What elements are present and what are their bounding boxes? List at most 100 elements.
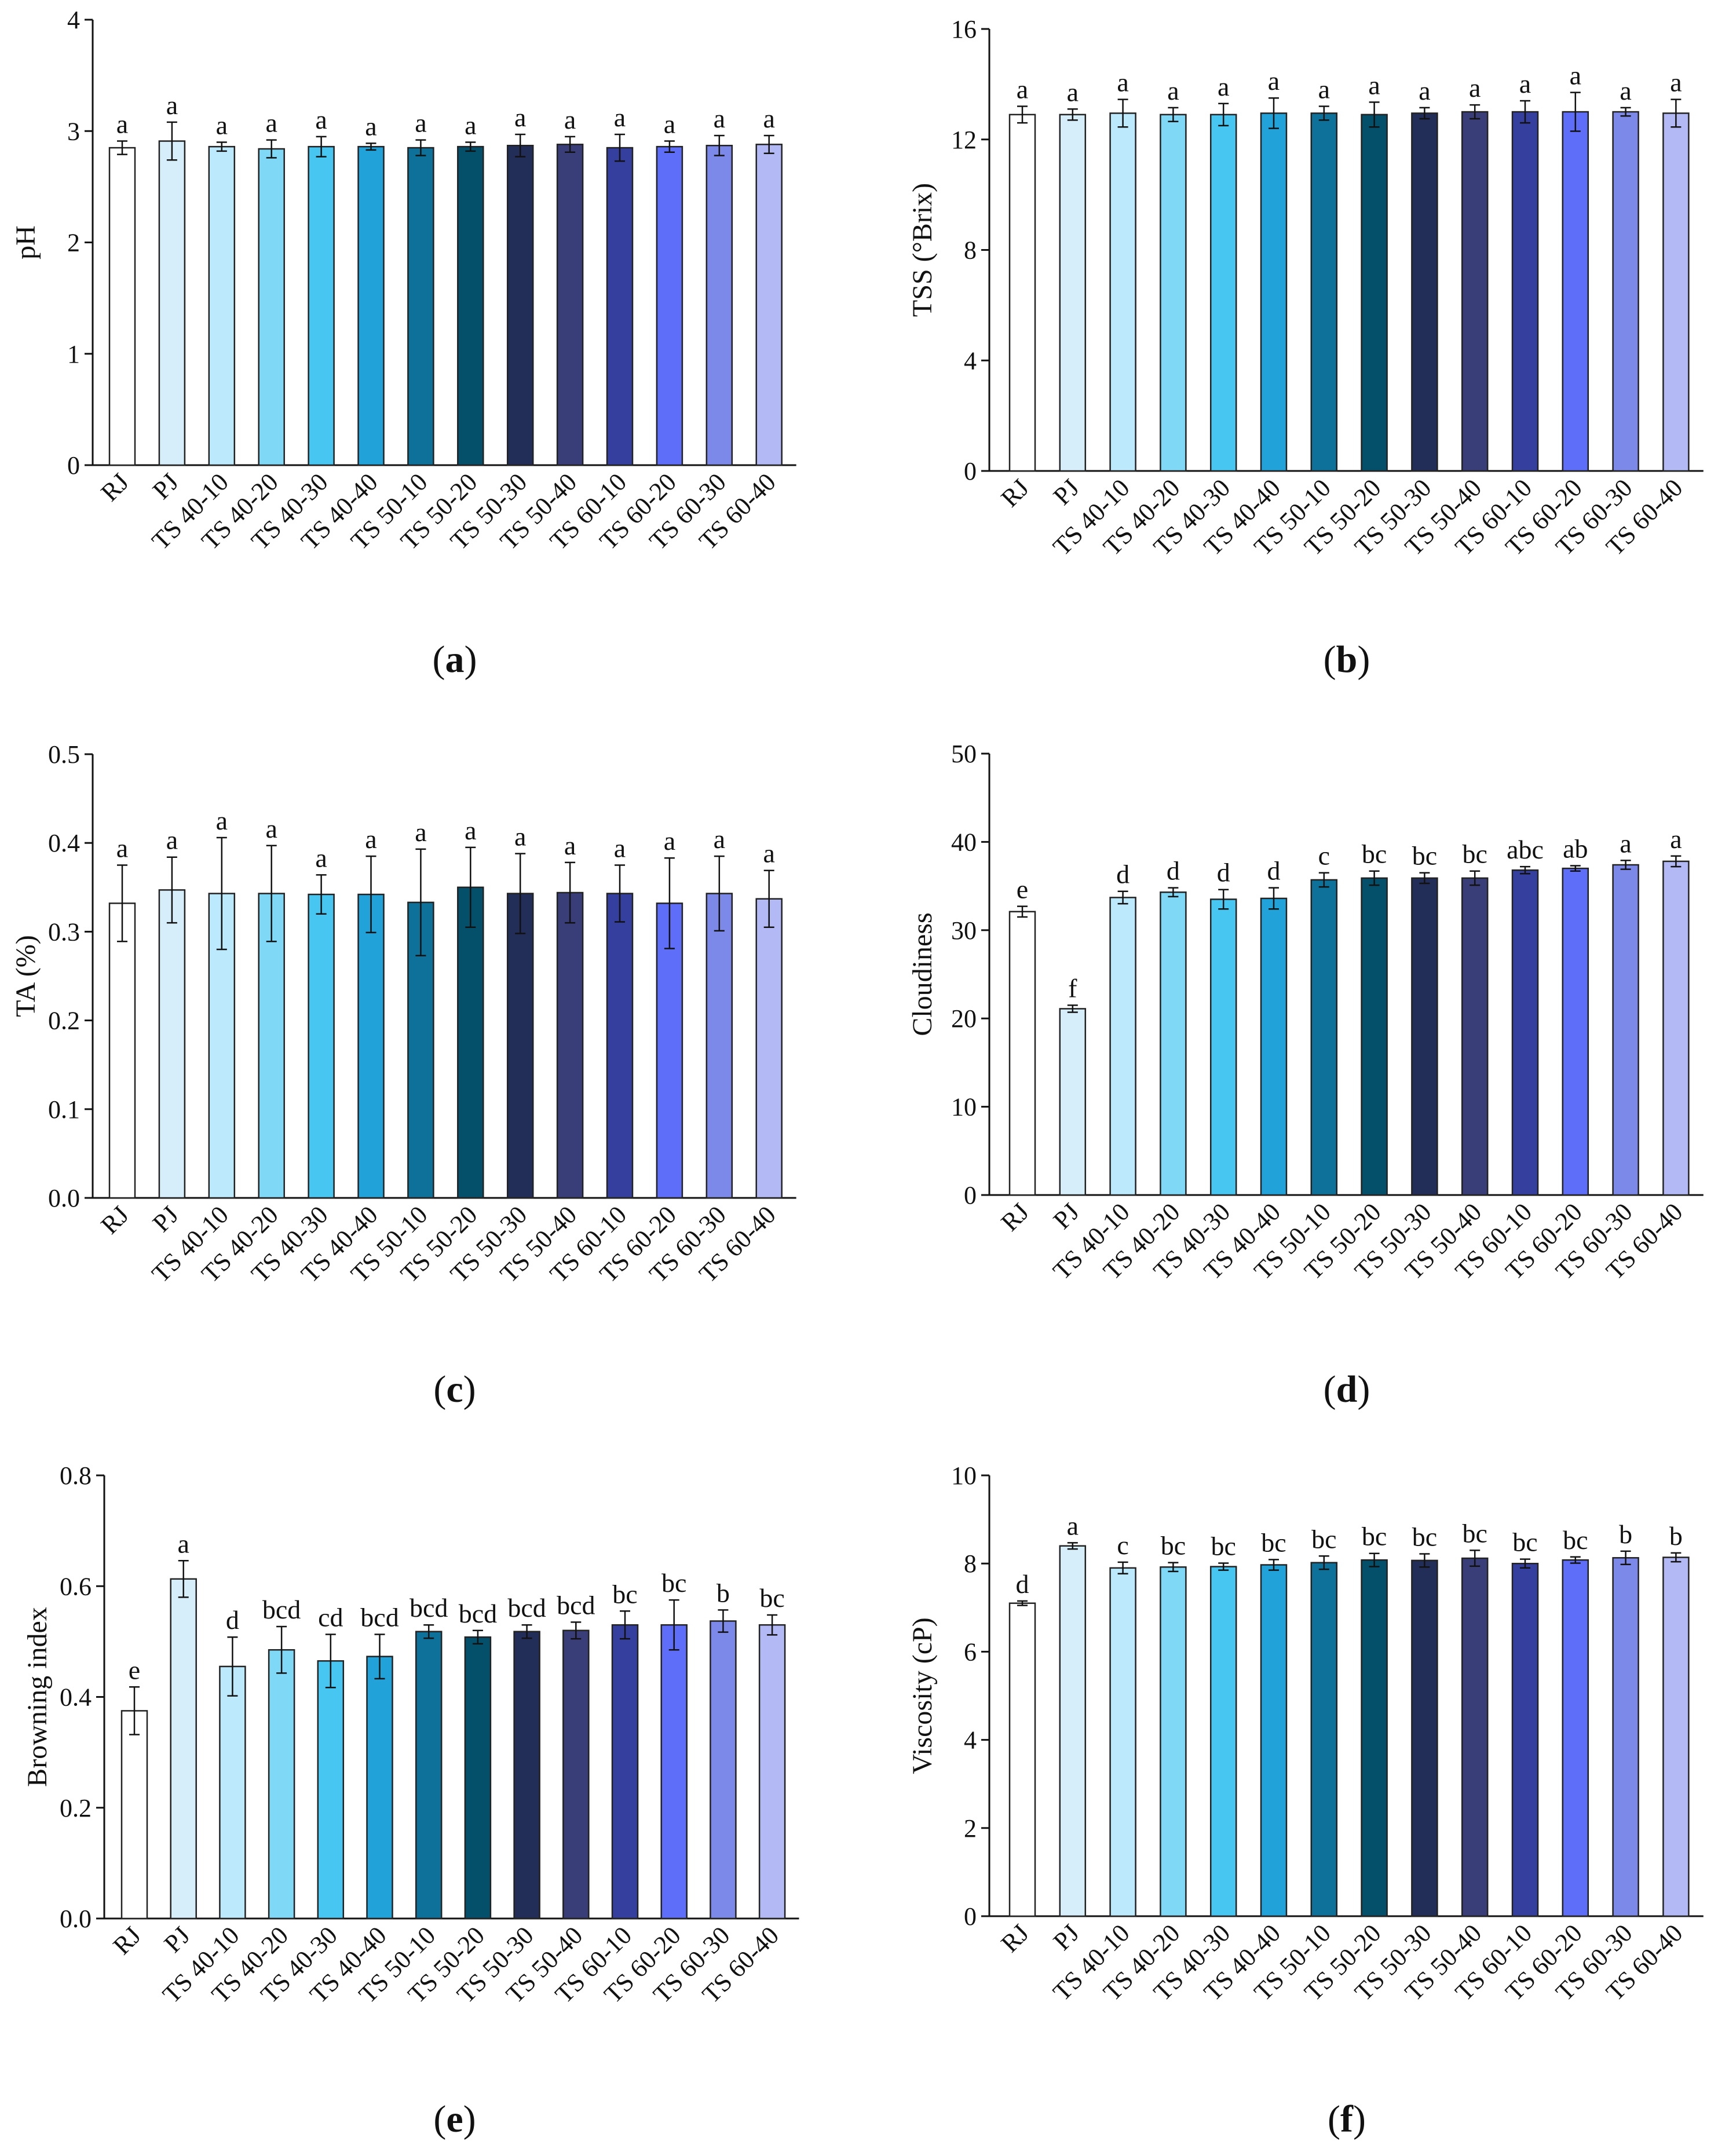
error-bar [423, 1624, 434, 1639]
bar-b-1 [1059, 114, 1087, 472]
error-bar [515, 853, 526, 934]
panel-label: (f) [1328, 2098, 1366, 2140]
bar-e-6 [415, 1631, 443, 1920]
significance-letter: bcd [557, 1590, 595, 1620]
bar-d-0 [1008, 911, 1036, 1196]
bar-e-10 [611, 1624, 639, 1920]
significance-letter: a [166, 825, 178, 855]
bar-f-9 [1461, 1557, 1489, 1917]
error-bar [1470, 870, 1481, 886]
bar-c-2 [208, 893, 236, 1199]
error-bar [664, 857, 675, 949]
bar-d-10 [1511, 869, 1539, 1196]
significance-letter: bcd [459, 1599, 497, 1628]
category-label: PJ [147, 467, 184, 505]
significance-letter: bc [759, 1583, 784, 1613]
significance-letter: a [415, 108, 426, 138]
significance-letter: bc [1412, 1522, 1437, 1551]
bar-e-3 [268, 1649, 295, 1920]
significance-letter: bcd [507, 1593, 546, 1623]
significance-letter: e [1017, 875, 1028, 904]
error-bar [465, 846, 476, 928]
error-bar [316, 874, 327, 915]
bar-f-5 [1260, 1564, 1288, 1917]
y-tick-label: 0.0 [48, 1184, 80, 1212]
significance-letter: a [1167, 76, 1179, 105]
significance-letter: bc [1161, 1531, 1186, 1561]
error-bar [325, 1634, 336, 1689]
bar-e-9 [562, 1629, 590, 1920]
error-bar [1520, 100, 1530, 124]
bar-f-10 [1511, 1562, 1539, 1917]
y-tick-label: 0 [67, 451, 80, 480]
bar-d-8 [1411, 877, 1438, 1196]
error-bar [316, 136, 327, 158]
bar-c-12 [706, 893, 733, 1199]
bar-f-2 [1109, 1567, 1136, 1917]
bar-a-12 [706, 144, 733, 466]
bar-a-4 [308, 145, 335, 466]
error-bar [620, 1610, 630, 1640]
bar-d-11 [1562, 867, 1589, 1196]
error-bar [1369, 101, 1380, 128]
bar-e-8 [513, 1631, 540, 1920]
y-tick-label: 10 [951, 1461, 977, 1490]
significance-letter: d [1116, 860, 1130, 889]
error-bar [1318, 872, 1329, 888]
significance-letter: bc [1412, 841, 1437, 871]
error-bar [1520, 865, 1530, 875]
bar-a-6 [407, 147, 434, 466]
bar-d-3 [1160, 891, 1187, 1196]
bar-e-13 [758, 1624, 786, 1920]
category-label: RJ [96, 467, 135, 507]
bar-a-5 [357, 145, 385, 466]
bar-a-11 [656, 145, 683, 466]
y-tick-label: 8 [964, 236, 977, 265]
bar-f-3 [1160, 1566, 1187, 1917]
error-bar [266, 139, 277, 159]
y-tick-label: 8 [964, 1550, 977, 1578]
significance-letter: a [465, 816, 476, 845]
error-bar [1419, 872, 1430, 885]
significance-letter: a [714, 824, 725, 854]
bar-b-6 [1310, 112, 1338, 472]
significance-letter: a [1670, 68, 1682, 97]
significance-letter: d [1016, 1569, 1029, 1599]
error-bar [1017, 1600, 1028, 1606]
bar-d-12 [1612, 864, 1639, 1196]
significance-letter: e [129, 1655, 140, 1684]
error-bar [1168, 1562, 1179, 1573]
error-bar [718, 1609, 729, 1633]
error-bar [767, 1614, 778, 1636]
bar-a-1 [158, 140, 186, 466]
bar-f-11 [1562, 1559, 1589, 1917]
y-tick-label: 0.3 [48, 918, 80, 946]
bar-b-2 [1109, 112, 1136, 472]
category-label: PJ [1048, 473, 1085, 510]
error-bar [1470, 1550, 1481, 1567]
y-tick-label: 0.6 [60, 1572, 92, 1600]
bar-d-13 [1662, 860, 1690, 1196]
significance-letter: cd [318, 1602, 343, 1632]
bar-c-9 [556, 891, 584, 1199]
bar-e-12 [710, 1620, 737, 1920]
bar-a-2 [208, 145, 236, 466]
bar-c-3 [258, 893, 285, 1199]
y-tick-label: 6 [964, 1638, 977, 1666]
bar-c-13 [755, 898, 783, 1199]
significance-letter: a [1017, 75, 1028, 104]
bar-b-12 [1612, 111, 1639, 472]
error-bar [1168, 107, 1179, 123]
significance-letter: a [177, 1529, 189, 1558]
y-tick-label: 2 [964, 1814, 977, 1843]
category-label: RJ [996, 1919, 1035, 1958]
category-label: RJ [96, 1200, 135, 1240]
significance-letter: a [365, 111, 377, 141]
error-bar [1218, 103, 1229, 127]
significance-letter: bcd [360, 1602, 399, 1632]
significance-letter: d [226, 1605, 239, 1635]
